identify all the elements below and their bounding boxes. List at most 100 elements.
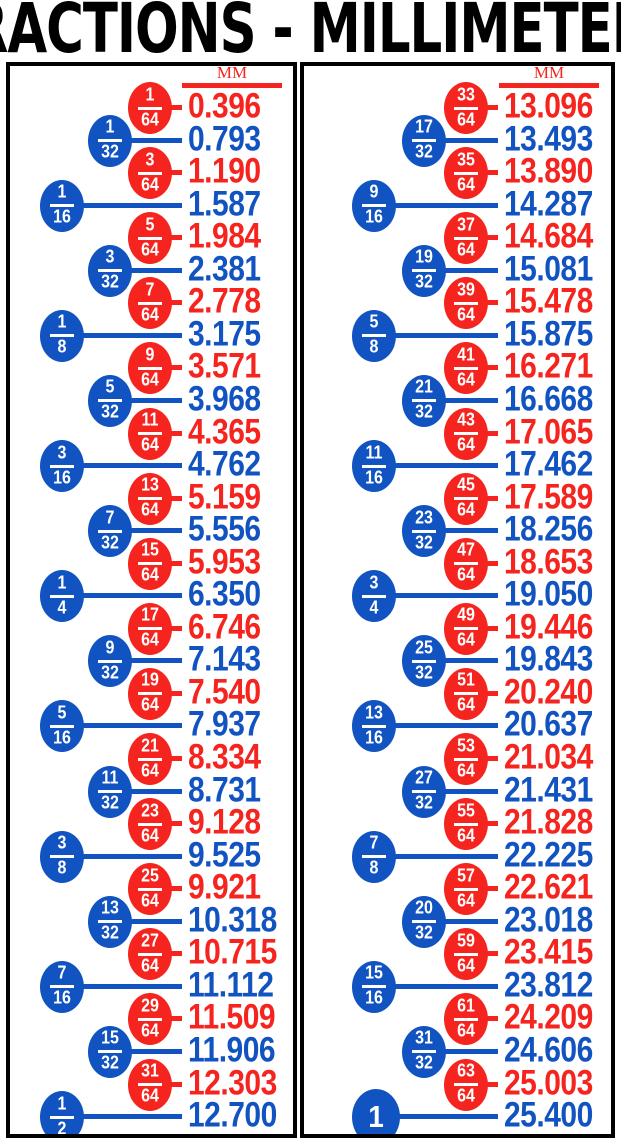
fraction-denominator: 64 xyxy=(457,435,475,456)
connector-line xyxy=(62,723,182,729)
connector-line xyxy=(424,1048,498,1054)
mm-value-text: 10.318 xyxy=(188,900,277,940)
connector-line xyxy=(376,1114,498,1120)
fraction-denominator: 64 xyxy=(457,630,475,651)
fraction-badge: 55 64 xyxy=(444,798,488,851)
mm-value-text: 1.587 xyxy=(188,184,261,224)
mm-value: 15.875 xyxy=(504,310,593,360)
fraction-badge: 45 64 xyxy=(444,472,488,525)
fraction-bar xyxy=(50,855,74,859)
fraction-numerator: 53 xyxy=(457,736,475,756)
mm-value: 16.668 xyxy=(504,375,593,425)
fraction-numerator: 11 xyxy=(141,410,159,431)
mm-value: 24.209 xyxy=(504,993,593,1043)
mm-value: 18.256 xyxy=(504,505,593,555)
fraction-denominator: 64 xyxy=(457,370,475,391)
fraction-bar xyxy=(98,659,122,663)
connector-line xyxy=(374,463,498,469)
fraction-numerator: 5 xyxy=(57,703,67,724)
fraction-denominator: 8 xyxy=(369,858,379,879)
mm-value-text: 21.034 xyxy=(504,737,593,777)
fraction-bar xyxy=(412,920,436,924)
connector-line xyxy=(374,202,498,208)
fraction-numerator: 5 xyxy=(145,215,155,235)
fraction-badge: 17 32 xyxy=(402,114,446,167)
mm-value-text: 3.175 xyxy=(188,314,261,354)
fraction-bar xyxy=(454,432,478,435)
fraction-numerator: 5 xyxy=(105,378,115,398)
mm-value-text: 6.746 xyxy=(188,607,261,647)
fraction-bar xyxy=(362,985,386,989)
conversion-row: 21 32 16.668 xyxy=(304,374,611,427)
connector-line xyxy=(424,267,498,273)
fraction-badge: 27 64 xyxy=(128,928,172,981)
fraction-bar xyxy=(138,822,162,826)
mm-value: 3.175 xyxy=(188,310,261,360)
fraction-numerator: 1 xyxy=(105,117,115,138)
connector-line xyxy=(424,788,498,794)
fraction-numerator: 59 xyxy=(457,931,475,951)
fraction-bar xyxy=(138,952,162,956)
mm-value-text: 17.589 xyxy=(504,477,593,517)
fraction-denominator: 64 xyxy=(141,956,159,976)
mm-value-text: 14.287 xyxy=(504,184,593,224)
fraction-bar xyxy=(412,139,436,143)
fraction-badge: 59 64 xyxy=(444,928,488,981)
panels-container: MM 1 64 0.396 1 32 0.793 3 64 1.190 1 16 1.587 5 64 1.… xyxy=(6,62,615,1138)
conversion-row: 27 64 10.715 xyxy=(10,928,293,981)
fraction-bar xyxy=(50,724,74,728)
mm-value: 25.400 xyxy=(504,1091,593,1135)
fraction-bar xyxy=(138,757,162,761)
panel-right: MM 33 64 13.096 17 32 13.493 35 64 13.890 9 16 14.2… xyxy=(300,62,615,1138)
fraction-denominator: 64 xyxy=(457,175,475,195)
conversion-row: 9 16 14.287 xyxy=(304,179,611,232)
fraction-denominator: 32 xyxy=(415,793,433,814)
mm-value: 22.225 xyxy=(504,831,593,881)
fraction-numerator: 1 xyxy=(57,573,67,593)
conversion-row: 15 64 5.953 xyxy=(10,537,293,590)
conversion-row: 47 64 18.653 xyxy=(304,537,611,590)
mm-value-text: 14.684 xyxy=(504,217,593,257)
fraction-numerator: 17 xyxy=(141,605,159,626)
mm-value: 9.921 xyxy=(188,863,261,913)
fraction-badge: 5 64 xyxy=(128,212,172,265)
fraction-badge: 47 64 xyxy=(444,537,488,590)
mm-value-text: 19.446 xyxy=(504,607,593,647)
conversion-row: 11 32 8.731 xyxy=(10,765,293,818)
mm-value-text: 3.968 xyxy=(188,379,261,419)
fraction-bar xyxy=(50,334,74,338)
fraction-bar xyxy=(454,627,478,631)
fraction-badge: 1 16 xyxy=(40,179,84,232)
fraction-numerator: 57 xyxy=(457,866,475,886)
fraction-numerator: 63 xyxy=(457,1061,475,1082)
page-title-text: FRACTIONS - MILLIMETERS xyxy=(0,0,621,69)
mm-value: 19.843 xyxy=(504,635,593,685)
mm-value-text: 18.653 xyxy=(504,542,593,582)
fraction-numerator: 13 xyxy=(141,475,159,496)
mm-value: 16.271 xyxy=(504,342,593,392)
connector-line xyxy=(374,332,498,338)
mm-value-text: 25.003 xyxy=(504,1063,593,1103)
fraction-numerator: 5 xyxy=(369,312,379,333)
connector-line xyxy=(374,983,498,989)
fraction-badge: 49 64 xyxy=(444,602,488,655)
connector-line xyxy=(110,528,182,534)
conversion-row: 21 64 8.334 xyxy=(10,733,293,785)
conversion-row: 3 8 9.525 xyxy=(10,830,293,883)
fraction-badge: 9 16 xyxy=(352,179,396,232)
connector-line xyxy=(62,983,182,989)
conversion-row: 3 32 2.381 xyxy=(10,244,293,297)
mm-value: 1.587 xyxy=(188,180,261,230)
conversion-row: 3 64 1.190 xyxy=(10,147,293,200)
conversion-row: 17 64 6.746 xyxy=(10,602,293,655)
conversion-row: 5 8 15.875 xyxy=(304,309,611,362)
fraction-badge: 31 32 xyxy=(402,1025,446,1078)
mm-value: 19.446 xyxy=(504,603,593,653)
connector-line xyxy=(110,397,182,403)
mm-value-text: 25.400 xyxy=(504,1095,593,1135)
connector-line xyxy=(424,658,498,664)
fraction-badge: 51 64 xyxy=(444,667,488,720)
mm-value-text: 21.828 xyxy=(504,803,593,842)
mm-value-text: 11.509 xyxy=(188,998,276,1038)
